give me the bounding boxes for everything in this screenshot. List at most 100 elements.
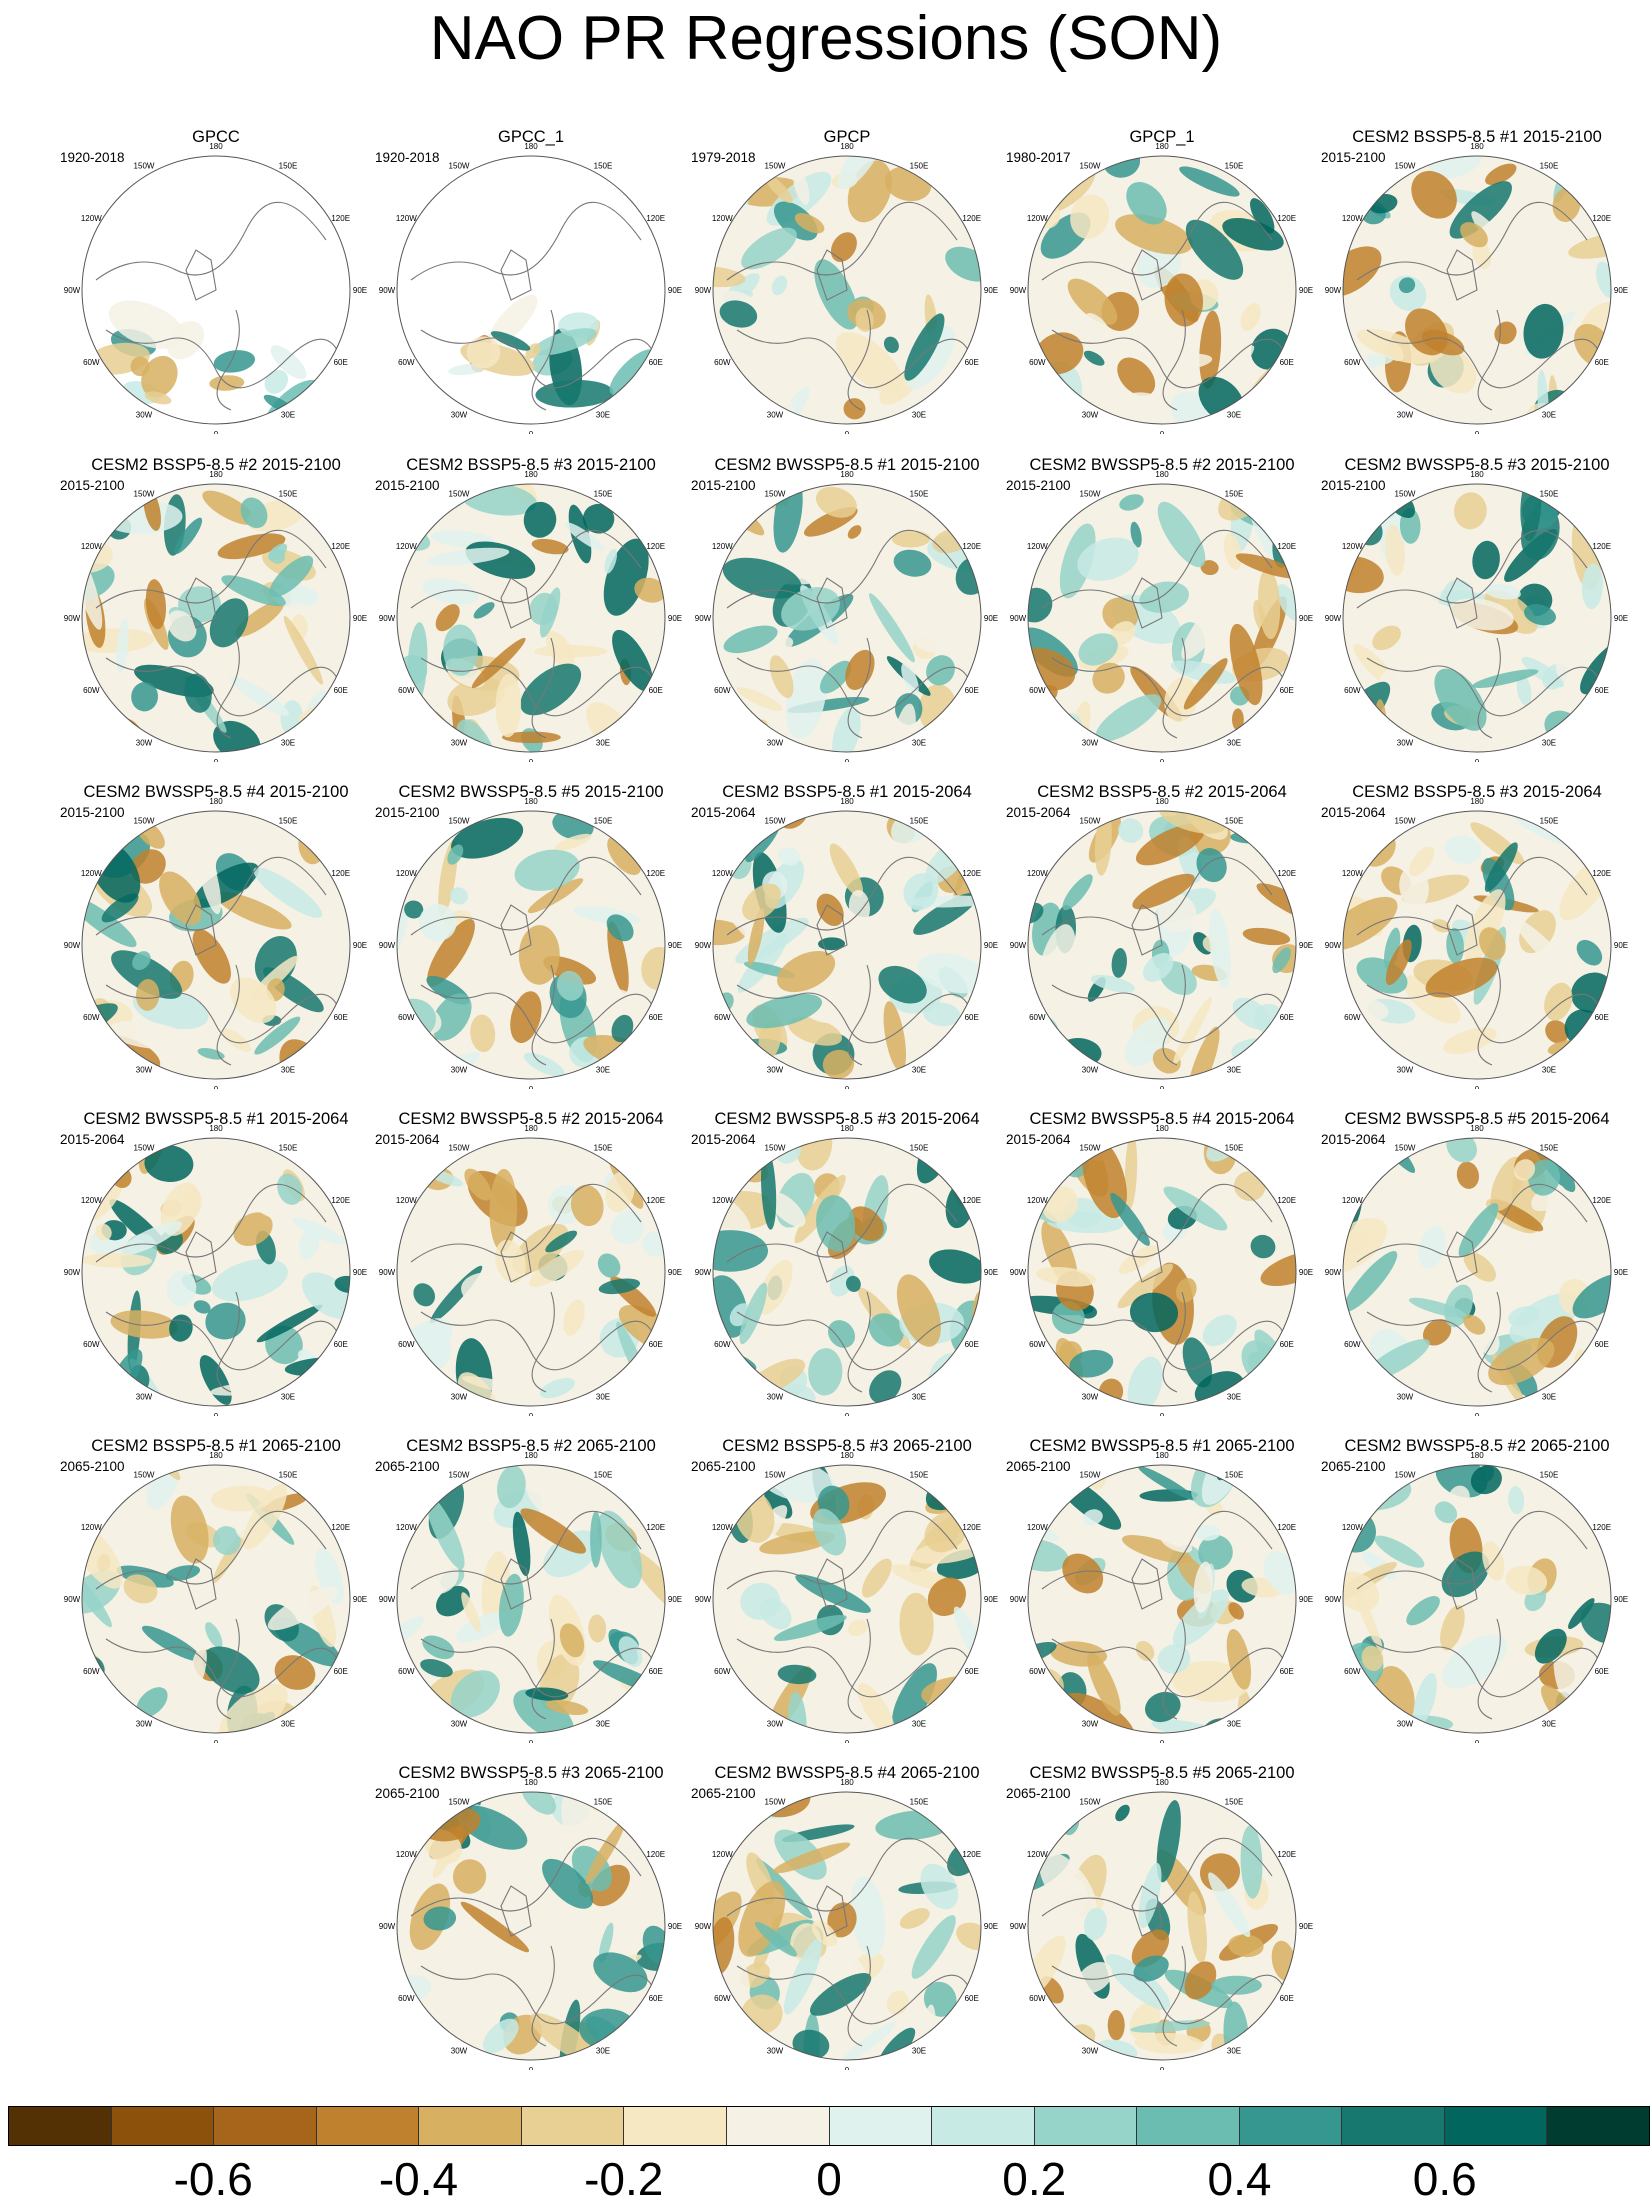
polar-map: 180 150E 120E 90E 60E 30E 0 30W 60W 90W 120W 150W xyxy=(1010,1451,1313,1743)
longitude-label: 150W xyxy=(1080,816,1101,825)
panel-period: 2015-2064 xyxy=(1321,805,1386,820)
longitude-label: 60W xyxy=(714,358,731,367)
longitude-label: 60W xyxy=(714,1667,731,1676)
longitude-label: 60W xyxy=(1344,1013,1361,1022)
longitude-label: 90E xyxy=(1614,941,1628,950)
longitude-label: 120E xyxy=(1277,869,1296,878)
polar-map: 180 150E 120E 90E 60E 30E 0 30W 60W 90W 120W 150W xyxy=(695,470,998,762)
longitude-label: 60E xyxy=(965,1340,979,1349)
longitude-label: 180 xyxy=(209,1124,223,1133)
polar-map: 180 150E 120E 90E 60E 30E 0 30W 60W 90W 120W 150W xyxy=(379,1451,682,1743)
longitude-label: 60E xyxy=(334,1667,348,1676)
map-panel: CESM2 BSSP5-8.5 #2 2065-2100 2065-2100 180… xyxy=(373,1437,689,1743)
longitude-label: 30E xyxy=(596,2047,610,2056)
longitude-label: 150W xyxy=(134,816,155,825)
longitude-label: 60E xyxy=(1595,1667,1609,1676)
longitude-label: 0 xyxy=(214,1085,219,1089)
longitude-label: 30W xyxy=(1082,2047,1099,2056)
longitude-label: 150E xyxy=(910,1797,929,1806)
longitude-label: 150E xyxy=(279,489,298,498)
longitude-label: 0 xyxy=(214,758,219,762)
longitude-label: 0 xyxy=(1475,1412,1480,1416)
longitude-label: 30E xyxy=(1227,739,1241,748)
panel-period: 1920-2018 xyxy=(375,150,440,165)
longitude-label: 120E xyxy=(1592,869,1611,878)
longitude-label: 120W xyxy=(1342,1196,1363,1205)
longitude-label: 150E xyxy=(910,1470,929,1479)
longitude-label: 150W xyxy=(449,489,470,498)
longitude-label: 90W xyxy=(1010,1922,1027,1931)
longitude-label: 120E xyxy=(962,1196,981,1205)
panel-title: GPCC_1 xyxy=(497,128,565,146)
panel-title: CESM2 BSSP5-8.5 #1 2065-2100 xyxy=(91,1437,341,1455)
longitude-label: 120E xyxy=(1592,1523,1611,1532)
longitude-label: 90E xyxy=(984,941,998,950)
longitude-label: 90W xyxy=(1325,286,1342,295)
longitude-label: 30E xyxy=(1227,1720,1241,1729)
panel-period: 2015-2100 xyxy=(60,478,125,493)
longitude-label: 60W xyxy=(714,1013,731,1022)
longitude-label: 150W xyxy=(1080,1143,1101,1152)
longitude-label: 60W xyxy=(398,1667,415,1676)
longitude-label: 120E xyxy=(1592,1196,1611,1205)
longitude-label: 90W xyxy=(379,941,396,950)
longitude-label: 180 xyxy=(524,1124,538,1133)
longitude-label: 180 xyxy=(209,797,223,806)
map-panel: CESM2 BWSSP5-8.5 #2 2015-2064 2015-2064 18… xyxy=(373,1110,689,1416)
map-panel: CESM2 BWSSP5-8.5 #4 2065-2100 2065-2100 18… xyxy=(689,1764,1005,2070)
panel-title: CESM2 BWSSP5-8.5 #4 2015-2100 xyxy=(83,783,349,801)
longitude-label: 0 xyxy=(845,758,850,762)
longitude-label: 0 xyxy=(529,2066,534,2070)
longitude-label: 30W xyxy=(767,1393,784,1402)
longitude-label: 30W xyxy=(767,2047,784,2056)
longitude-label: 180 xyxy=(524,1778,538,1787)
longitude-label: 180 xyxy=(1470,797,1484,806)
longitude-label: 60W xyxy=(1029,1340,1046,1349)
longitude-label: 120W xyxy=(1027,1850,1048,1859)
longitude-label: 120E xyxy=(646,542,665,551)
longitude-label: 0 xyxy=(1160,2066,1165,2070)
map-panel: CESM2 BWSSP5-8.5 #1 2065-2100 2065-2100 18… xyxy=(1004,1437,1320,1743)
panel-period: 2015-2100 xyxy=(1321,150,1386,165)
longitude-label: 30W xyxy=(136,1720,153,1729)
longitude-label: 30W xyxy=(451,1720,468,1729)
longitude-label: 0 xyxy=(214,1739,219,1743)
longitude-label: 0 xyxy=(214,430,219,434)
map-panel: CESM2 BSSP5-8.5 #3 2015-2064 2015-2064 180… xyxy=(1319,783,1635,1089)
longitude-label: 60W xyxy=(1344,686,1361,695)
longitude-label: 150W xyxy=(1080,489,1101,498)
longitude-label: 30E xyxy=(281,1066,295,1075)
longitude-label: 120E xyxy=(962,869,981,878)
longitude-label: 30W xyxy=(451,1393,468,1402)
longitude-label: 150E xyxy=(910,489,929,498)
longitude-label: 30W xyxy=(451,2047,468,2056)
longitude-label: 90W xyxy=(379,1922,396,1931)
map-panel: CESM2 BWSSP5-8.5 #4 2015-2064 2015-2064 18… xyxy=(1004,1110,1320,1416)
longitude-label: 60E xyxy=(649,1667,663,1676)
panel-title: GPCC xyxy=(192,128,240,146)
longitude-label: 30W xyxy=(767,1720,784,1729)
longitude-label: 120W xyxy=(396,1196,417,1205)
map-panel: CESM2 BWSSP5-8.5 #3 2065-2100 2065-2100 18… xyxy=(373,1764,689,2070)
panel-period: 2015-2100 xyxy=(1321,478,1386,493)
longitude-label: 120W xyxy=(712,869,733,878)
panel-title: GPCP xyxy=(823,128,871,146)
polar-map: 180 150E 120E 90E 60E 30E 0 30W 60W 90W 120W 150W xyxy=(1325,797,1628,1089)
longitude-label: 120W xyxy=(1027,869,1048,878)
longitude-label: 0 xyxy=(1160,1085,1165,1089)
longitude-label: 120W xyxy=(81,214,102,223)
longitude-label: 30E xyxy=(281,739,295,748)
panel-period: 2015-2100 xyxy=(60,805,125,820)
longitude-label: 180 xyxy=(524,1451,538,1460)
longitude-label: 90E xyxy=(1614,286,1628,295)
longitude-label: 90E xyxy=(353,1268,367,1277)
polar-map: 180 150E 120E 90E 60E 30E 0 30W 60W 90W 120W 150W xyxy=(1010,470,1313,762)
longitude-label: 150W xyxy=(449,161,470,170)
longitude-label: 150E xyxy=(1225,816,1244,825)
colorbar-tick-label: 0.6 xyxy=(1412,2153,1477,2205)
longitude-label: 60W xyxy=(714,1994,731,2003)
longitude-label: 150W xyxy=(1080,161,1101,170)
longitude-label: 0 xyxy=(845,1739,850,1743)
panel-title: GPCP_1 xyxy=(1129,128,1195,146)
longitude-label: 120W xyxy=(1342,214,1363,223)
